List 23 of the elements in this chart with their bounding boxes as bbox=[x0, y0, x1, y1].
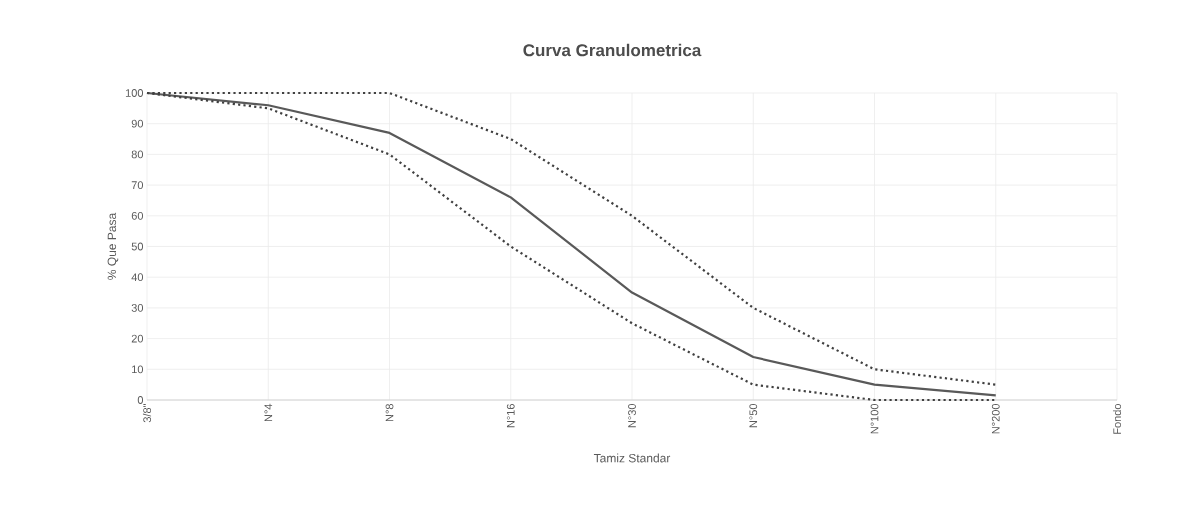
y-tick-label: 20 bbox=[131, 334, 144, 343]
y-tick-label: 40 bbox=[131, 273, 144, 282]
chart-title: Curva Granulometrica bbox=[523, 43, 702, 57]
y-axis-title: % Que Pasa bbox=[107, 212, 119, 280]
y-tick-label: 100 bbox=[125, 89, 144, 97]
y-tick-label: 90 bbox=[131, 119, 144, 128]
x-tick-label: N°4 bbox=[264, 403, 273, 422]
y-tick-label: 60 bbox=[131, 211, 144, 220]
y-tick-label: 10 bbox=[132, 365, 144, 374]
y-tick-label: 30 bbox=[131, 304, 144, 312]
y-tick-label: 0 bbox=[137, 396, 144, 404]
x-tick-label: N°16 bbox=[506, 404, 515, 428]
x-tick-label: N°200 bbox=[991, 403, 1000, 434]
x-tick-label: N°100 bbox=[870, 403, 879, 434]
x-tick-label: Fondo bbox=[1112, 404, 1122, 434]
x-tick-label: N°50 bbox=[749, 403, 758, 428]
y-tick-label: 70 bbox=[131, 181, 144, 189]
x-tick-label: N°30 bbox=[628, 403, 636, 428]
y-tick-label: 80 bbox=[131, 150, 144, 159]
x-tick-label: 3/8" bbox=[142, 404, 152, 423]
y-tick-label: 50 bbox=[131, 242, 144, 251]
x-tick-label: N°8 bbox=[385, 404, 394, 422]
x-axis-title: Tamiz Standar bbox=[593, 453, 671, 463]
